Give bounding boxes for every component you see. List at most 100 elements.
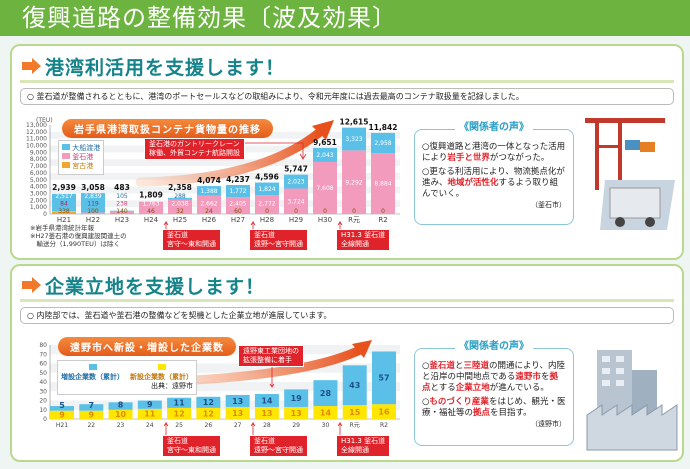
voice-text: とする	[430, 383, 456, 393]
total-label: 2,939	[52, 183, 76, 192]
x-tick-label: 26	[205, 422, 213, 429]
bar-segment	[52, 193, 76, 212]
data-label: 12	[203, 398, 214, 407]
x-tick-label: 30	[322, 422, 330, 429]
trend-arrow	[135, 127, 325, 187]
x-tick-label: 24	[146, 422, 154, 429]
data-label: 8	[118, 401, 124, 410]
x-tick-label: 27	[234, 422, 242, 429]
bar-segment	[284, 389, 309, 407]
voice-title: 《関係者の声》	[455, 341, 533, 352]
highlight-text: 三陸道	[463, 361, 489, 371]
total-label: 12,615	[340, 118, 369, 127]
total-label: 5,747	[284, 165, 308, 174]
bar-segment	[225, 406, 250, 419]
voice-text: の開通により、内陸と沿岸の中間地点である	[422, 361, 565, 382]
voice-text: するよう取り組んでいく。	[422, 178, 559, 199]
voice-item: ○更なる利活用により、物流拠点化が進み、地域が活性化するよう取り組んでいく。	[422, 167, 566, 200]
data-label: 105	[116, 193, 128, 200]
y-tick-label: 80	[39, 342, 47, 349]
data-label: 5	[59, 401, 65, 410]
x-tick-label: 23	[117, 422, 125, 429]
y-tick-label: 20	[39, 398, 47, 405]
data-label: 11	[174, 399, 186, 408]
bar-segment	[371, 132, 395, 154]
event-label: 釜石道 宮守～東和開通	[162, 435, 221, 457]
data-label: 288	[174, 193, 186, 200]
data-label: 46	[147, 208, 155, 215]
x-tick-label: 28	[263, 422, 271, 429]
summary-bullet: ○ 内陸部では、釜石道や釜石港の整備などを契機とした企業立地が進展しています。	[20, 307, 674, 324]
highlight-text: 拠点	[473, 408, 491, 418]
voice-text: を	[540, 372, 550, 382]
bar-segment	[342, 127, 366, 151]
data-label: 12	[203, 409, 214, 418]
bar-segment	[137, 408, 162, 419]
orange-arrow-icon	[22, 277, 41, 293]
bar-segment	[137, 400, 162, 409]
data-label: 60	[234, 208, 242, 215]
data-label: 14	[320, 408, 332, 417]
y-tick-label: 12,000	[26, 129, 47, 136]
bar-segment	[313, 161, 337, 214]
bar-segment	[342, 405, 367, 419]
voice-item: ○復興道路と港湾の一体となった活用により岩手と世界がつながった。	[422, 142, 566, 164]
industrial-park-callout: 遠野東工業団地の 拡張整備に着手	[238, 345, 304, 367]
voice-item: ○釜石道と三陸道の開通により、内陸と沿岸の中間地点である遠野市を拠点とする企業立…	[422, 361, 566, 394]
pointer-line	[269, 365, 275, 388]
grid-band	[50, 400, 400, 410]
data-label: 1,824	[258, 186, 275, 193]
data-label: 10	[115, 410, 127, 419]
y-tick-label: 3,000	[30, 190, 47, 197]
x-tick-label: H23	[115, 216, 129, 224]
data-label: 3,323	[345, 136, 362, 143]
bar-segment	[284, 188, 308, 214]
total-label: 11,842	[369, 123, 398, 132]
data-label: 2,772	[258, 201, 275, 208]
section-heading: 港湾利活用を支援します！	[45, 57, 286, 79]
x-tick-label: H28	[260, 216, 274, 224]
data-label: 2,517	[55, 193, 72, 200]
highlight-text: ものづくり産業	[429, 397, 489, 407]
grid-band	[50, 382, 400, 392]
voice-text: ○復興道路と港湾の一体となった活用により	[422, 142, 566, 163]
x-tick-label: R元	[348, 216, 360, 224]
y-tick-label: 11,000	[26, 136, 47, 143]
event-label: 釜石道 宮守～東和開通	[162, 229, 221, 251]
bar-segment	[108, 409, 133, 419]
total-label: 4,596	[255, 173, 279, 182]
data-label: 19	[291, 394, 303, 403]
bar-segment	[254, 406, 279, 419]
y-tick-label: 9,000	[30, 149, 47, 156]
grid-band	[50, 200, 400, 208]
data-label: 0	[294, 208, 298, 215]
y-tick-label: 5,000	[30, 177, 47, 184]
bar-segment	[225, 394, 250, 407]
legend-source: 出典：遠野市	[151, 382, 193, 390]
data-label: 2,038	[171, 201, 188, 208]
event-label: 釜石道 遠野～宮守開通	[249, 435, 308, 457]
data-label: 2,662	[200, 201, 217, 208]
y-axis-unit: (TEU)	[36, 117, 53, 124]
total-label: 3,058	[81, 183, 105, 192]
data-label: 8,884	[374, 181, 391, 188]
data-label: 16	[378, 407, 390, 416]
bar-segment	[139, 201, 163, 214]
y-tick-label: 6,000	[30, 170, 47, 177]
trend-arrow-head	[352, 340, 372, 358]
x-tick-label: 29	[292, 422, 300, 429]
grid-band	[50, 159, 400, 167]
bar-segment	[168, 199, 192, 214]
divider	[20, 299, 674, 302]
data-label: 9	[59, 411, 65, 420]
data-label: 119	[87, 201, 99, 208]
highlight-text: 地域が活性化	[447, 178, 499, 188]
bar-segment	[284, 406, 309, 419]
x-tick-label: H25	[173, 216, 187, 224]
bar-segment	[167, 407, 192, 419]
port-crane-truck-illustration	[585, 118, 675, 230]
y-tick-label: 70	[39, 351, 47, 358]
data-label: 0	[352, 208, 356, 215]
voice-title: 《関係者の声》	[455, 122, 533, 133]
bar-segment	[50, 406, 74, 411]
